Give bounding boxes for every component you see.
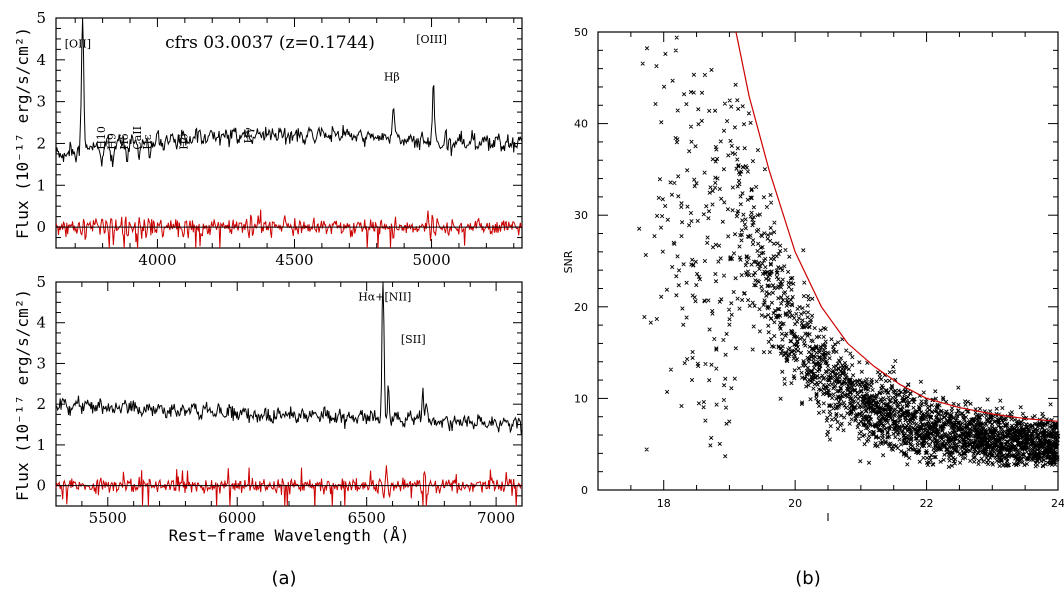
spectrum-top-ylabel: Flux (10⁻¹⁷ erg/s/cm²) bbox=[13, 27, 32, 239]
spectrum-bottom-frame bbox=[55, 281, 523, 507]
spectrum-top-panel: 4000 4500 5000 0 1 2 3 4 5 cfrs 03.0037 (z=0.174… bbox=[13, 9, 523, 269]
line-label: [OII] bbox=[65, 37, 91, 50]
y-tick-label: 0 bbox=[36, 477, 46, 495]
spectrum-bottom-flux-line bbox=[55, 281, 523, 436]
line-label: Hδ bbox=[177, 133, 190, 150]
spectrum-bottom-ylabel: Flux (10⁻¹⁷ erg/s/cm²) bbox=[13, 289, 32, 501]
y-tick-label: 0 bbox=[36, 218, 46, 236]
line-label: Hδ bbox=[118, 133, 131, 150]
y-tick-label: 30 bbox=[574, 209, 588, 222]
x-tick-label: 20 bbox=[788, 497, 802, 510]
spectrum-top-flux-line bbox=[55, 17, 523, 168]
caption-b: (b) bbox=[795, 568, 820, 589]
y-tick-label: 5 bbox=[36, 9, 46, 27]
spectrum-top-title: cfrs 03.0037 (z=0.1744) bbox=[165, 33, 375, 53]
y-tick-label: 2 bbox=[36, 134, 46, 152]
line-label: CaII bbox=[131, 126, 144, 150]
spectrum-bottom-annotations: Hα+[NII] [SII] bbox=[358, 290, 425, 346]
x-tick-label: 6000 bbox=[218, 509, 256, 527]
spectrum-bottom-panel: 5500 6000 6500 7000 0 1 2 3 4 5 Hα+[NII] [SII] Flu… bbox=[13, 273, 523, 545]
y-tick-label: 3 bbox=[36, 354, 46, 372]
x-tick-label: 22 bbox=[920, 497, 934, 510]
y-tick-label: 4 bbox=[36, 51, 46, 69]
x-tick-label: 5500 bbox=[89, 509, 127, 527]
line-label: [OIII] bbox=[416, 33, 447, 46]
y-tick-label: 5 bbox=[36, 273, 46, 291]
x-tick-label: 5000 bbox=[412, 251, 450, 269]
y-tick-label: 2 bbox=[36, 395, 46, 413]
line-label: Hγ bbox=[242, 127, 255, 144]
line-label: Hε bbox=[141, 134, 154, 150]
x-tick-label: 7000 bbox=[477, 509, 515, 527]
x-tick-label: 4500 bbox=[275, 251, 313, 269]
spectrum-top-ticks: 4000 4500 5000 0 1 2 3 4 5 bbox=[36, 9, 522, 269]
x-tick-label: 6500 bbox=[348, 509, 386, 527]
snr-scatter-ylabel: SNR bbox=[562, 250, 575, 273]
line-label: Hα+[NII] bbox=[358, 290, 411, 303]
y-tick-label: 10 bbox=[574, 392, 588, 405]
scatter-point-markers bbox=[637, 35, 1061, 470]
y-tick-label: 0 bbox=[581, 484, 588, 497]
y-tick-label: 1 bbox=[36, 436, 46, 454]
spectrum-bottom-xlabel: Rest−frame Wavelength (Å) bbox=[169, 526, 410, 545]
x-tick-label: 4000 bbox=[138, 251, 176, 269]
line-label: H10 bbox=[95, 126, 108, 150]
x-tick-label: 24 bbox=[1051, 497, 1064, 510]
spectrum-top-error-line bbox=[55, 209, 523, 249]
y-tick-label: 1 bbox=[36, 176, 46, 194]
y-tick-label: 50 bbox=[574, 26, 588, 39]
spectrum-bottom-ticks: 5500 6000 6500 7000 0 1 2 3 4 5 bbox=[36, 273, 523, 527]
caption-a: (a) bbox=[271, 568, 296, 589]
y-tick-label: 40 bbox=[574, 118, 588, 131]
snr-scatter-ticks: 18 20 22 24 0 10 20 30 40 50 bbox=[574, 26, 1064, 510]
snr-scatter-panel: 18 20 22 24 0 10 20 30 40 50 SNR I bbox=[562, 26, 1064, 524]
line-label: [SII] bbox=[401, 333, 426, 346]
y-tick-label: 20 bbox=[574, 301, 588, 314]
snr-fit-curve bbox=[735, 31, 1059, 422]
line-label: Hβ bbox=[384, 71, 400, 84]
snr-scatter-points bbox=[637, 35, 1061, 470]
line-label: H9 bbox=[105, 133, 118, 150]
spectrum-bottom-error-line bbox=[55, 465, 523, 507]
snr-scatter-xlabel: I bbox=[826, 511, 829, 524]
x-tick-label: 18 bbox=[657, 497, 671, 510]
y-tick-label: 3 bbox=[36, 93, 46, 111]
y-tick-label: 4 bbox=[36, 314, 46, 332]
